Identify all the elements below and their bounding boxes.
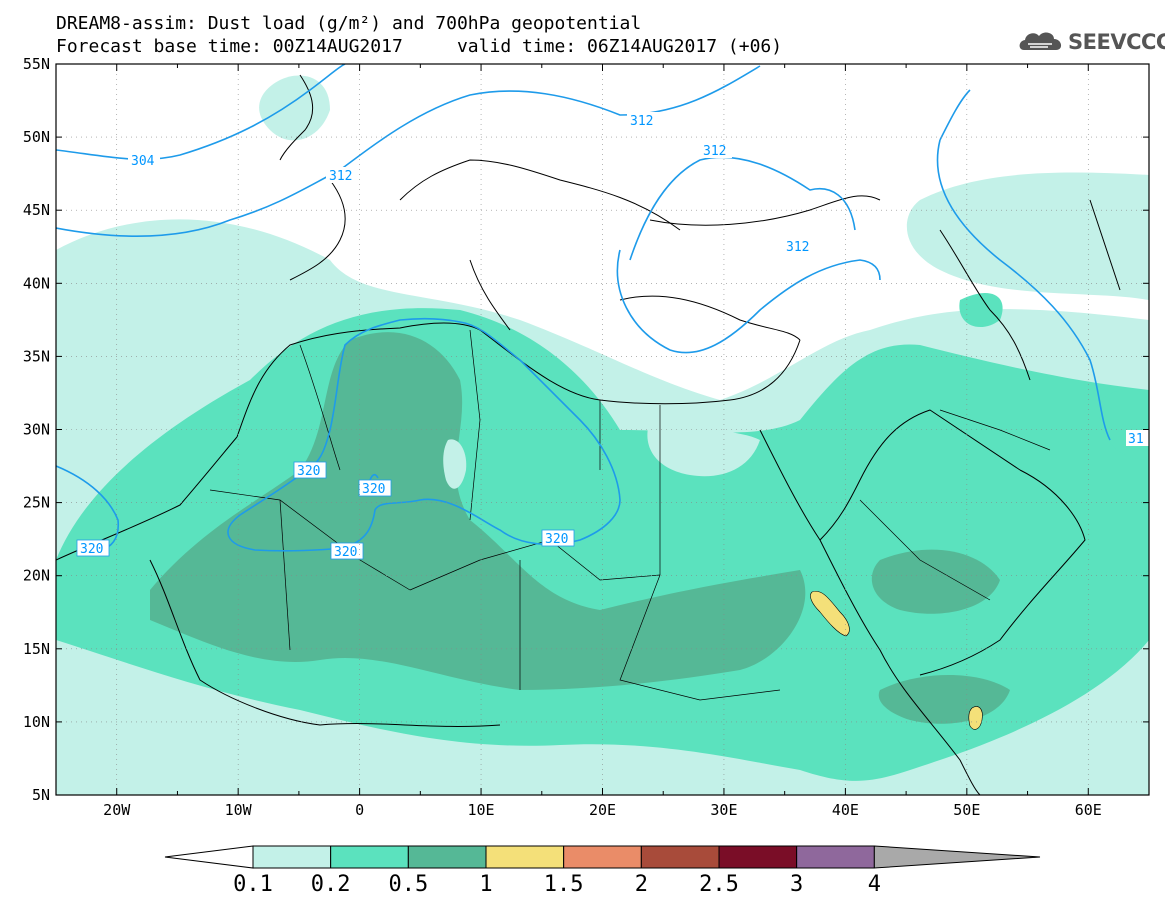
contour-label-304: 304 <box>128 152 160 169</box>
geopotential-contours <box>56 64 1111 552</box>
dust-gap-libya <box>443 439 467 489</box>
colorbar-label: 0.5 <box>388 872 429 897</box>
colorbar-label: 3 <box>790 872 804 897</box>
colorbar-swatch <box>407 845 487 869</box>
lon-label: 50E <box>953 801 980 819</box>
cloud-logo-icon <box>1019 32 1062 50</box>
axis-ticks <box>55 63 1150 796</box>
svg-text:312: 312 <box>329 169 352 184</box>
logo-text: SEEVCCC <box>1068 30 1165 54</box>
colorbar-swatch <box>330 845 409 869</box>
lat-label: 45N <box>23 201 50 219</box>
contour-label-312-turkey: 312 <box>783 238 815 255</box>
longitude-labels: 20W 10W 0 10E 20E 30E 40E 50E 60E <box>103 801 1102 819</box>
contour-label-31-iran: 31 <box>1126 430 1149 447</box>
colorbar-label: 4 <box>867 872 881 897</box>
svg-text:320: 320 <box>80 542 103 557</box>
contour-label-320-mali: 320 <box>330 542 364 560</box>
dust-layer-medium-caspian <box>959 292 1003 328</box>
contour-label-312-france: 312 <box>326 167 358 184</box>
colorbar-swatch <box>563 845 642 869</box>
svg-text:320: 320 <box>297 464 320 479</box>
colorbar-over-triangle <box>873 845 1041 869</box>
lon-label: 20E <box>589 801 616 819</box>
contour-label-312-ukraine: 312 <box>700 142 732 159</box>
colorbar-label: 2.5 <box>699 872 739 897</box>
colorbar-swatch <box>485 845 565 869</box>
svg-text:320: 320 <box>545 532 568 547</box>
dust-layer-dark-arabia <box>871 549 1000 614</box>
contour-label-320-chad: 320 <box>541 529 575 547</box>
dust-layer-light-north <box>259 75 330 141</box>
dust-layer-dark-sahara <box>150 332 806 690</box>
colorbar-label: 0.1 <box>233 872 273 897</box>
colorbar-label: 2 <box>634 872 648 897</box>
svg-text:31: 31 <box>1128 432 1144 447</box>
contour-label-312-poland: 312 <box>627 112 659 129</box>
colorbar <box>164 845 1041 869</box>
lat-label: 20N <box>23 567 50 585</box>
svg-text:320: 320 <box>362 482 385 497</box>
colorbar-label: 1 <box>479 872 493 897</box>
lon-label: 10E <box>468 801 495 819</box>
lat-label: 40N <box>23 274 50 292</box>
lon-label: 30E <box>710 801 737 819</box>
lat-label: 10N <box>23 713 50 731</box>
contour-labels: 304 312 312 312 312 320 <box>76 112 1149 560</box>
forecast-times: Forecast base time: 00Z14AUG2017 valid t… <box>56 36 783 57</box>
lon-label: 20W <box>103 801 131 819</box>
contour-label-320-algeria: 320 <box>293 461 327 479</box>
colorbar-label: 1.5 <box>543 872 584 897</box>
lon-label: 10W <box>225 801 253 819</box>
lon-label: 60E <box>1075 801 1102 819</box>
lat-label: 15N <box>23 640 50 658</box>
svg-text:312: 312 <box>630 114 653 129</box>
lat-label: 5N <box>32 786 50 804</box>
latitude-labels: 55N 50N 45N 40N 35N 30N 25N 20N 15N 10N 5N <box>23 55 50 804</box>
map-title: DREAM8-assim: Dust load (g/m²) and 700hP… <box>56 13 642 34</box>
contour-label-320-ahaggar: 320 <box>358 479 392 497</box>
lat-label: 25N <box>23 494 50 512</box>
colorbar-swatch <box>640 845 720 869</box>
colorbar-swatch <box>796 845 875 869</box>
colorbar-label: 0.2 <box>310 872 351 897</box>
svg-text:304: 304 <box>131 154 155 169</box>
lat-label: 30N <box>23 421 50 439</box>
colorbar-under-triangle <box>164 845 254 869</box>
lon-label: 0 <box>355 801 364 819</box>
lon-label: 40E <box>832 801 859 819</box>
dust-gap-egypt <box>647 420 760 477</box>
gridlines <box>56 64 1149 795</box>
svg-text:320: 320 <box>334 545 357 560</box>
svg-text:312: 312 <box>703 144 726 159</box>
lat-label: 35N <box>23 347 50 365</box>
coastlines <box>56 74 1121 795</box>
lat-label: 50N <box>23 128 50 146</box>
contour-label-320-atlantic: 320 <box>76 539 110 557</box>
lat-label: 55N <box>23 55 50 73</box>
dust-layer-hotspot-red-sea <box>810 590 850 637</box>
svg-text:312: 312 <box>786 240 809 255</box>
colorbar-swatch <box>252 845 332 869</box>
dust-layer-hotspot-somalia <box>968 706 983 730</box>
borders <box>209 329 1051 701</box>
colorbar-swatch <box>718 845 798 869</box>
